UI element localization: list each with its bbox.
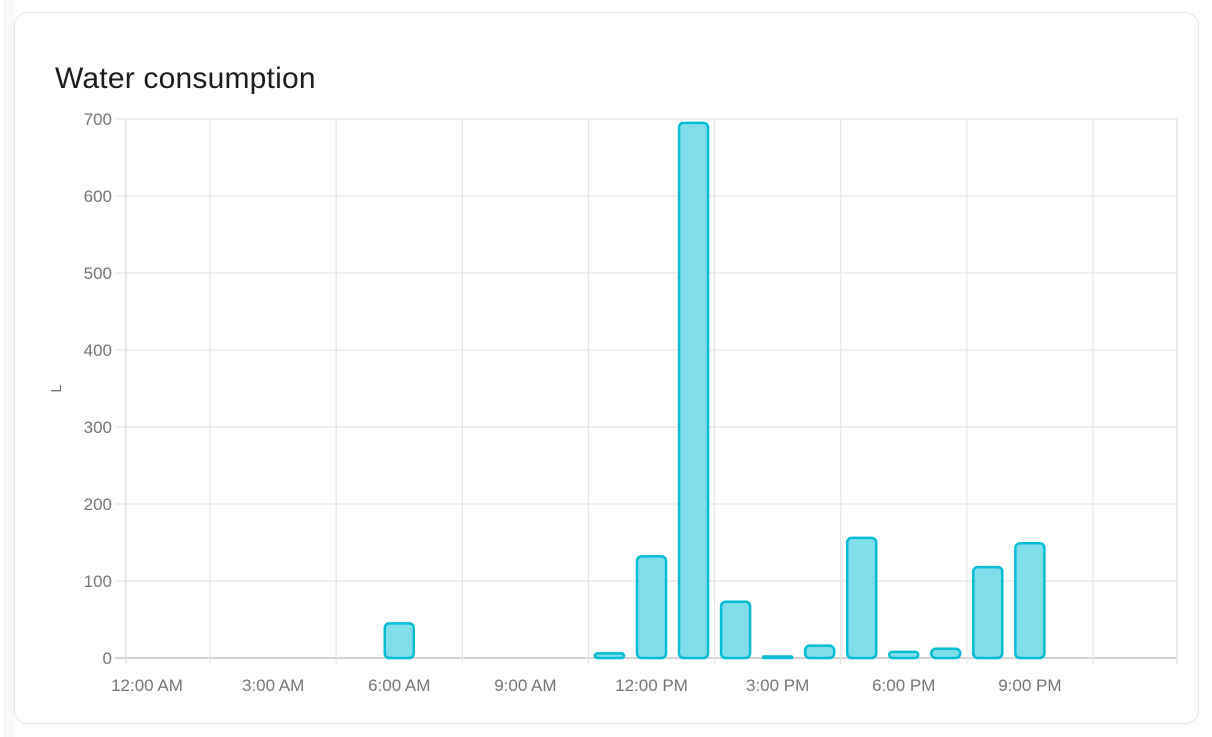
y-tick-label: 200: [84, 495, 112, 514]
x-tick-label: 9:00 AM: [494, 676, 556, 695]
y-tick-label: 0: [103, 649, 112, 668]
bar[interactable]: [972, 565, 1004, 660]
x-tick-label: 3:00 AM: [242, 676, 304, 695]
x-tick-label: 12:00 PM: [615, 676, 688, 695]
bar[interactable]: [635, 555, 668, 660]
card-title: Water consumption: [55, 62, 316, 95]
y-tick-label: 400: [84, 341, 112, 360]
y-tick-label: 700: [84, 110, 112, 129]
bar[interactable]: [930, 647, 962, 660]
bar[interactable]: [845, 536, 878, 660]
y-tick-label: 600: [84, 187, 112, 206]
bar[interactable]: [761, 655, 794, 660]
page-gutter: [4, 0, 15, 737]
y-axis-unit-label: L: [48, 384, 65, 392]
x-tick-label: 6:00 AM: [368, 676, 430, 695]
bar[interactable]: [887, 650, 920, 660]
bar[interactable]: [719, 600, 752, 660]
x-tick-label: 12:00 AM: [111, 676, 183, 695]
y-tick-label: 300: [84, 418, 112, 437]
x-tick-label: 3:00 PM: [746, 676, 809, 695]
x-tick-label: 9:00 PM: [998, 676, 1061, 695]
y-tick-label: 100: [84, 572, 112, 591]
y-tick-label: 500: [84, 264, 112, 283]
bar[interactable]: [1014, 542, 1046, 660]
bar[interactable]: [803, 644, 836, 660]
bar[interactable]: [677, 121, 710, 660]
bar[interactable]: [593, 652, 626, 660]
bar[interactable]: [383, 622, 416, 660]
x-tick-label: 6:00 PM: [872, 676, 935, 695]
